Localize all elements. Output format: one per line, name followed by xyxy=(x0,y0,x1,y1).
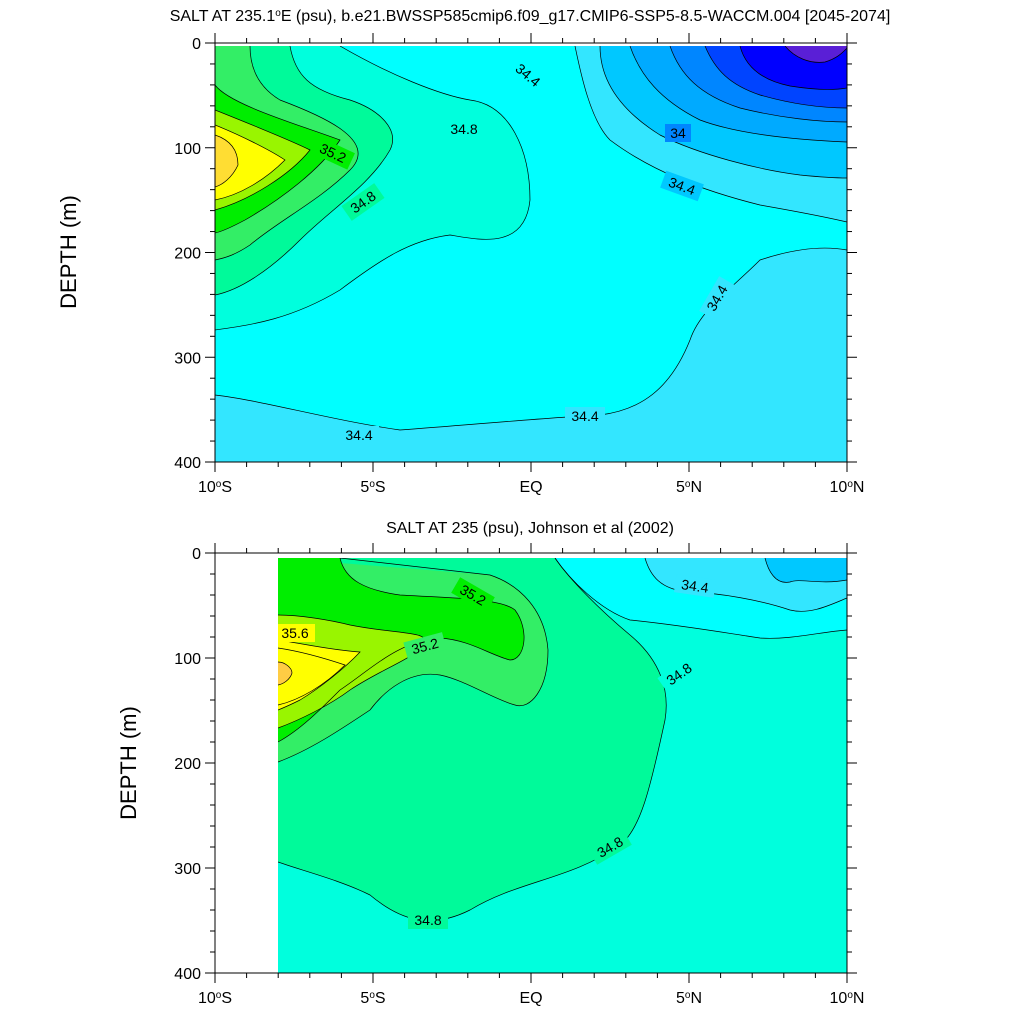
contour-label: 34.8 xyxy=(450,121,477,137)
contour-line xyxy=(739,46,847,90)
contour-line xyxy=(278,647,346,706)
x-tick-label: 5oS xyxy=(360,990,385,1008)
fill-band-36-0 xyxy=(278,662,292,685)
x-tick-label: 10oS xyxy=(198,479,232,497)
y-tick-label: 200 xyxy=(174,246,201,263)
contour-line xyxy=(644,558,847,612)
y-axis-bottom: 0 100 200 300 400 xyxy=(174,546,857,983)
contour-line xyxy=(599,46,847,179)
contour-line xyxy=(278,639,361,711)
contour-line xyxy=(215,109,311,211)
contour-label: 34.8 xyxy=(414,912,441,928)
y-axis-label-top: DEPTH (m) xyxy=(56,195,81,309)
panel-top-field: 34.4 34.8 35.2 34.8 34 34.4 34.4 34.4 34… xyxy=(215,46,847,462)
contour-line xyxy=(215,134,239,188)
x-tick-label: EQ xyxy=(519,479,542,496)
panel-top-title: SALT AT 235.1oE (psu), b.e21.BWSSP585cmi… xyxy=(170,8,891,26)
y-tick-label: 100 xyxy=(174,141,201,158)
x-axis-top: 10oS 5oS EQ 5oN 10oN xyxy=(198,33,864,496)
contour-label: 34.4 xyxy=(345,427,372,443)
fill-band-35-2 xyxy=(278,558,525,742)
x-tick-label: 5oN xyxy=(676,990,702,1008)
y-tick-label: 400 xyxy=(174,455,201,472)
fill-band-35-4 xyxy=(278,615,426,728)
contour-line xyxy=(784,46,847,63)
fill-band-35-8 xyxy=(278,648,345,705)
contour-line xyxy=(215,247,847,431)
contour-label: 35.6 xyxy=(281,625,308,641)
x-tick-label: 5oN xyxy=(676,479,702,497)
y-tick-label: 400 xyxy=(174,966,201,983)
contour-line xyxy=(215,46,359,261)
x-tick-label: EQ xyxy=(519,990,542,1007)
y-tick-label: 0 xyxy=(192,546,201,563)
y-tick-label: 300 xyxy=(174,350,201,367)
contour-line xyxy=(629,46,847,143)
contour-line xyxy=(554,558,847,639)
panel-bottom-field: 35.2 35.6 35.2 34.4 34.8 34.8 34.8 xyxy=(278,558,847,973)
y-axis-top: 0 100 200 300 400 xyxy=(174,36,857,472)
x-tick-label: 10oN xyxy=(830,479,865,497)
x-tick-label: 10oS xyxy=(198,990,232,1008)
y-tick-label: 0 xyxy=(192,36,201,53)
panel-bottom-title: SALT AT 235 (psu), Johnson et al (2002) xyxy=(386,520,674,537)
x-tick-label: 10oN xyxy=(830,990,865,1008)
fill-band-34-0 xyxy=(765,558,847,583)
x-axis-bottom: 10oS 5oS EQ 5oN 10oN xyxy=(198,543,864,1007)
contour-line xyxy=(764,558,847,583)
contour-line xyxy=(215,84,341,234)
contour-label: 34.4 xyxy=(571,408,598,424)
panel-bottom: SALT AT 235 (psu), Johnson et al (2002) xyxy=(116,520,864,1007)
contour-line xyxy=(215,46,393,296)
y-tick-label: 300 xyxy=(174,861,201,878)
contour-line xyxy=(278,558,525,743)
fill-band-35-8 xyxy=(215,125,285,200)
contour-line xyxy=(278,661,293,686)
x-tick-label: 5oS xyxy=(360,479,385,497)
contour-line xyxy=(215,46,531,331)
panel-top: SALT AT 235.1oE (psu), b.e21.BWSSP585cmi… xyxy=(56,8,890,497)
contour-line xyxy=(278,558,549,763)
contour-label: 34.4 xyxy=(680,576,709,596)
y-axis-label-bottom: DEPTH (m) xyxy=(116,706,141,820)
y-tick-label: 100 xyxy=(174,651,201,668)
fill-band-33-2 xyxy=(785,46,847,63)
contour-label: 34 xyxy=(670,125,686,141)
y-tick-label: 200 xyxy=(174,756,201,773)
contour-label: 35.2 xyxy=(410,635,441,658)
contour-line xyxy=(669,46,847,123)
contour-line xyxy=(215,124,286,201)
contour-line xyxy=(704,46,847,109)
